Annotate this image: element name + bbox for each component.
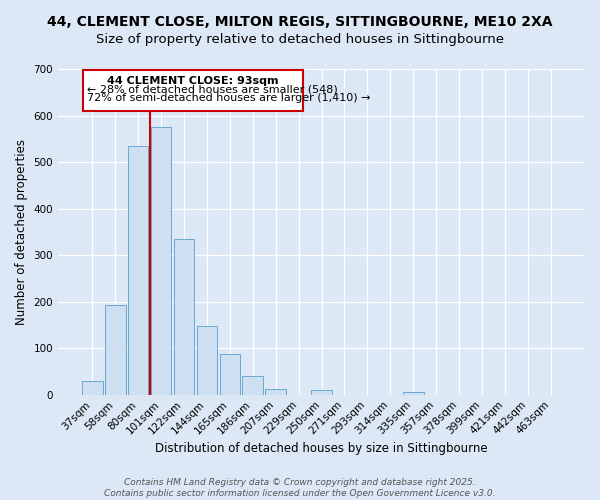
Bar: [128, 146, 148, 394]
FancyBboxPatch shape: [83, 70, 303, 111]
Bar: [403, 392, 424, 394]
Text: 72% of semi-detached houses are larger (1,410) →: 72% of semi-detached houses are larger (…: [86, 93, 370, 103]
Text: 44, CLEMENT CLOSE, MILTON REGIS, SITTINGBOURNE, ME10 2XA: 44, CLEMENT CLOSE, MILTON REGIS, SITTING…: [47, 15, 553, 29]
Bar: [151, 127, 172, 394]
Text: ← 28% of detached houses are smaller (548): ← 28% of detached houses are smaller (54…: [86, 85, 337, 95]
Bar: [82, 381, 103, 394]
Bar: [242, 376, 263, 394]
Bar: [220, 354, 240, 395]
Y-axis label: Number of detached properties: Number of detached properties: [15, 139, 28, 325]
Bar: [265, 388, 286, 394]
X-axis label: Distribution of detached houses by size in Sittingbourne: Distribution of detached houses by size …: [155, 442, 488, 455]
Bar: [105, 305, 125, 394]
Text: Size of property relative to detached houses in Sittingbourne: Size of property relative to detached ho…: [96, 32, 504, 46]
Text: Contains HM Land Registry data © Crown copyright and database right 2025.
Contai: Contains HM Land Registry data © Crown c…: [104, 478, 496, 498]
Bar: [197, 326, 217, 394]
Text: 44 CLEMENT CLOSE: 93sqm: 44 CLEMENT CLOSE: 93sqm: [107, 76, 279, 86]
Bar: [311, 390, 332, 394]
Bar: [173, 239, 194, 394]
